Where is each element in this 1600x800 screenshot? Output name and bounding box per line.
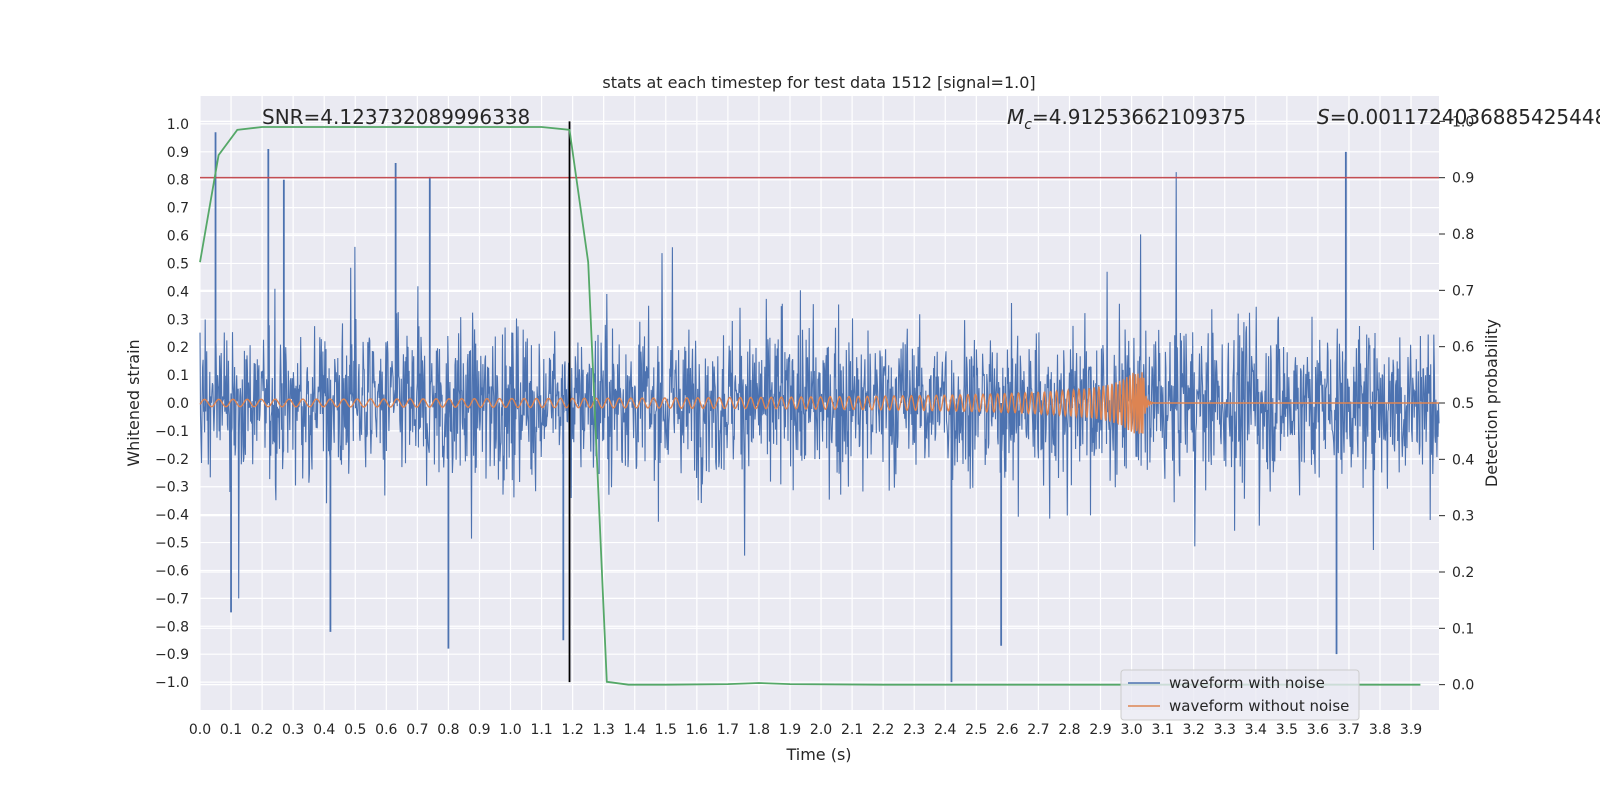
y2-tick-label: 0.2 [1452, 565, 1474, 581]
x-tick-label: 2.6 [996, 722, 1018, 738]
y-tick-label: −0.7 [155, 591, 189, 607]
y-ticks: 1.0 0.9 0.8 0.7 0.6 0.5 0.4 0.3 0.2 0.1 0.0 −0.1 −0.… [155, 117, 189, 691]
x-tick-label: 2.9 [1089, 722, 1111, 738]
chart-title: stats at each timestep for test data 151… [602, 73, 1035, 92]
x-tick-label: 2.0 [810, 722, 832, 738]
x-tick-label: 1.3 [593, 722, 615, 738]
x-tick-label: 0.2 [251, 722, 273, 738]
x-tick-label: 0.3 [282, 722, 304, 738]
x-tick-label: 3.7 [1338, 722, 1360, 738]
y-tick-label: −0.6 [155, 563, 189, 579]
y2-ticks: 1.0 0.9 0.8 0.7 0.6 0.5 0.4 0.3 0.2 0.1 0.0 [1439, 114, 1474, 694]
y-tick-label: 0.6 [167, 229, 189, 245]
chirp-mass-symbol: M [1007, 105, 1024, 129]
y2-tick-label: 1.0 [1452, 114, 1474, 130]
y-tick-label: 0.7 [167, 201, 189, 217]
x-tick-label: 0.4 [313, 722, 335, 738]
y2-tick-label: 0.6 [1452, 340, 1474, 356]
y-tick-label: −0.3 [155, 480, 189, 496]
x-tick-label: 3.2 [1183, 722, 1205, 738]
s-value: =0.0011724036885425448 [1330, 105, 1600, 129]
x-tick-label: 3.9 [1400, 722, 1422, 738]
y-tick-label: 1.0 [167, 117, 189, 133]
x-tick-label: 2.4 [934, 722, 956, 738]
clean-waveform-line [199, 372, 1439, 434]
y-tick-label: 0.8 [167, 173, 189, 189]
x-tick-label: 2.1 [841, 722, 863, 738]
x-tick-label: 0.0 [189, 722, 211, 738]
clean-waveform [199, 372, 1439, 434]
x-tick-label: 3.8 [1369, 722, 1391, 738]
y-tick-label: 0.3 [167, 312, 189, 328]
y-tick-label: −0.9 [155, 647, 189, 663]
y-tick-label: 0.2 [167, 340, 189, 356]
x-ticks: 0.0 0.1 0.2 0.3 0.4 0.5 0.6 0.7 0.8 0.9 1.0 1.1 1.2 1… [189, 722, 1422, 738]
x-tick-label: 0.8 [437, 722, 459, 738]
probability-layer [199, 121, 1439, 686]
legend-label-noise: waveform with noise [1169, 674, 1325, 692]
y2-tick-label: 0.3 [1452, 509, 1474, 525]
y-tick-label: 0.1 [167, 368, 189, 384]
legend-label-clean: waveform without noise [1169, 697, 1349, 715]
x-tick-label: 1.6 [686, 722, 708, 738]
x-tick-label: 3.5 [1276, 722, 1298, 738]
x-tick-label: 1.8 [748, 722, 770, 738]
x-tick-label: 3.0 [1120, 722, 1142, 738]
y-tick-label: −0.5 [155, 536, 189, 552]
x-tick-label: 0.1 [220, 722, 242, 738]
x-tick-label: 1.0 [499, 722, 521, 738]
x-tick-label: 2.2 [872, 722, 894, 738]
probability-line [199, 126, 1421, 686]
y-tick-label: 0.5 [167, 256, 189, 272]
y2-tick-label: 0.9 [1452, 171, 1474, 187]
y2-axis-label: Detection probability [1482, 319, 1501, 487]
x-tick-label: 1.2 [561, 722, 583, 738]
s-symbol: S [1317, 105, 1330, 129]
y2-tick-label: 0.4 [1452, 452, 1474, 468]
chirp-mass-annotation: Mc=4.91253662109375 [1007, 105, 1246, 133]
y-tick-label: −0.8 [155, 619, 189, 635]
x-tick-label: 1.7 [717, 722, 739, 738]
x-tick-label: 3.6 [1307, 722, 1329, 738]
y2-tick-label: 0.8 [1452, 227, 1474, 243]
legend: waveform with noise waveform without noi… [1120, 669, 1360, 721]
y2-tick-label: 0.0 [1452, 678, 1474, 694]
x-tick-label: 2.7 [1027, 722, 1049, 738]
y-tick-label: −1.0 [155, 675, 189, 691]
x-tick-label: 1.1 [530, 722, 552, 738]
legend-box [1120, 669, 1360, 721]
y-axis-label: Whitened strain [124, 339, 143, 466]
chirp-mass-subscript: c [1024, 117, 1032, 133]
x-tick-label: 1.4 [624, 722, 646, 738]
y2-tick-label: 0.7 [1452, 283, 1474, 299]
x-axis-label: Time (s) [785, 745, 851, 764]
y2-tick-label: 0.1 [1452, 621, 1474, 637]
x-tick-label: 2.3 [903, 722, 925, 738]
x-tick-label: 0.9 [468, 722, 490, 738]
snr-annotation: SNR=4.123732089996338 [262, 105, 530, 129]
x-tick-label: 1.9 [779, 722, 801, 738]
x-tick-label: 2.5 [965, 722, 987, 738]
x-tick-label: 3.1 [1151, 722, 1173, 738]
x-tick-label: 0.5 [344, 722, 366, 738]
x-tick-label: 2.8 [1058, 722, 1080, 738]
y-tick-label: −0.2 [155, 452, 189, 468]
x-tick-label: 1.5 [655, 722, 677, 738]
x-tick-label: 0.6 [375, 722, 397, 738]
s-annotation: S=0.0011724036885425448 [1317, 105, 1600, 129]
chirp-mass-value: =4.91253662109375 [1032, 105, 1246, 129]
y-tick-label: −0.1 [155, 424, 189, 440]
y-tick-label: 0.9 [167, 145, 189, 161]
x-tick-label: 0.7 [406, 722, 428, 738]
x-tick-label: 3.3 [1214, 722, 1236, 738]
y-tick-label: 0.4 [167, 284, 189, 300]
y2-tick-label: 0.5 [1452, 396, 1474, 412]
y-tick-label: −0.4 [155, 508, 189, 524]
y-tick-label: 0.0 [167, 396, 189, 412]
x-tick-label: 3.4 [1245, 722, 1267, 738]
